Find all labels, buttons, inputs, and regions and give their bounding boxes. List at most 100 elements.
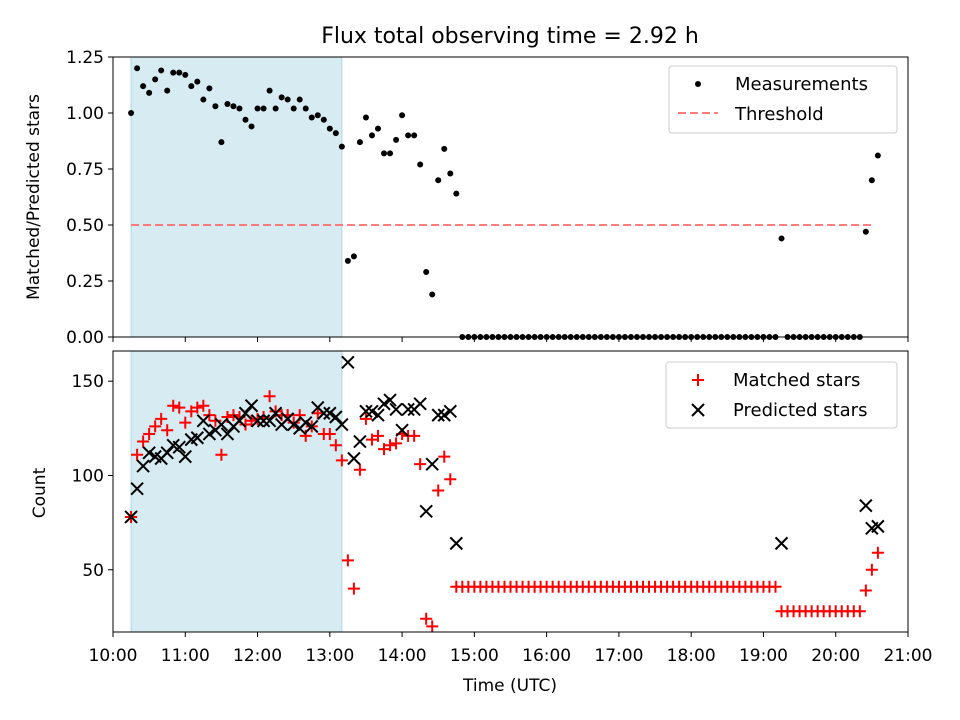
measurement-point bbox=[447, 170, 454, 177]
matched-star-point bbox=[173, 401, 186, 414]
bottom-legend-box bbox=[665, 361, 898, 429]
matched-star-point bbox=[347, 582, 360, 595]
predicted-star-point bbox=[347, 451, 361, 466]
matched-star-point bbox=[426, 620, 439, 633]
measurement-point bbox=[170, 69, 177, 76]
measurement-point bbox=[320, 116, 327, 123]
bottom-y-axis-label: Count bbox=[30, 467, 50, 518]
matched-star-point bbox=[408, 429, 421, 442]
legend-matched-label: Matched stars bbox=[733, 370, 860, 391]
predicted-star-point bbox=[299, 415, 313, 430]
measurement-point bbox=[140, 83, 147, 90]
measurement-point bbox=[441, 145, 448, 152]
top-legend-box bbox=[668, 65, 898, 134]
predicted-star-point bbox=[178, 449, 192, 464]
legend-matched-marker bbox=[692, 374, 704, 386]
x-tick-label: 16:00 bbox=[522, 646, 571, 666]
matched-star-point bbox=[185, 405, 198, 418]
x-tick-label: 11:00 bbox=[161, 646, 210, 666]
measurement-point bbox=[290, 105, 297, 112]
measurement-point bbox=[254, 105, 261, 112]
x-axis-label: Time (UTC) bbox=[462, 676, 557, 696]
top-y-tick-label: 0.75 bbox=[66, 160, 104, 180]
legend-measurements-label: Measurements bbox=[735, 74, 868, 95]
top-y-ticks: 0.00 0.25 0.50 0.75 1.00 1.25 bbox=[66, 48, 113, 348]
predicted-star-point bbox=[286, 417, 301, 432]
predicted-star-point bbox=[425, 457, 439, 471]
measurement-point bbox=[405, 132, 412, 139]
predicted-star-point bbox=[341, 355, 355, 370]
top-legend: Measurements Threshold bbox=[668, 65, 898, 134]
x-tick-label: 18:00 bbox=[667, 646, 716, 666]
predicted-star-point bbox=[250, 414, 265, 428]
measurement-point bbox=[778, 235, 785, 242]
predicted-star-point bbox=[353, 434, 367, 449]
matched-star-point bbox=[143, 427, 156, 440]
matched-star-point bbox=[137, 435, 150, 448]
measurement-point bbox=[368, 132, 375, 139]
matched-star-point bbox=[438, 450, 451, 463]
predicted-star-point bbox=[419, 504, 433, 519]
matched-star-point bbox=[365, 433, 378, 446]
measurement-point bbox=[375, 125, 381, 132]
measurement-point bbox=[868, 177, 875, 184]
predicted-star-point bbox=[395, 423, 409, 437]
matched-star-point bbox=[209, 414, 222, 427]
top-y-tick-label: 0.25 bbox=[66, 272, 104, 292]
predicted-star-point bbox=[859, 498, 873, 513]
measurement-point bbox=[134, 65, 141, 72]
predicted-star-point bbox=[437, 408, 451, 422]
predicted-star-point bbox=[136, 459, 150, 473]
measurement-point bbox=[423, 269, 430, 276]
predicted-star-point bbox=[323, 406, 337, 420]
predicted-star-point bbox=[196, 414, 211, 428]
matched-star-point bbox=[432, 484, 445, 497]
top-y-tick-label: 1.00 bbox=[66, 104, 104, 124]
measurement-point bbox=[128, 110, 135, 116]
x-tick-label: 12:00 bbox=[233, 646, 282, 666]
measurement-point bbox=[344, 257, 351, 264]
measurement-point bbox=[242, 116, 249, 123]
matched-star-point bbox=[191, 401, 204, 414]
measurement-point bbox=[188, 83, 195, 90]
top-y-tick-label: 1.25 bbox=[66, 48, 104, 68]
matched-star-point bbox=[378, 443, 391, 456]
predicted-star-point bbox=[268, 406, 283, 420]
measurement-point bbox=[164, 87, 171, 94]
measurement-point bbox=[314, 112, 321, 119]
predicted-star-point bbox=[329, 410, 343, 424]
ratio-panel: 0.00 0.25 0.50 0.75 1.00 1.25 Flux total obse… bbox=[24, 24, 909, 348]
predicted-star-point bbox=[371, 408, 385, 422]
matched-star-point bbox=[384, 439, 397, 452]
predicted-stars-points bbox=[124, 355, 885, 551]
matched-star-point bbox=[414, 458, 427, 471]
legend-threshold-label: Threshold bbox=[734, 104, 824, 125]
measurement-point bbox=[429, 291, 436, 298]
matched-star-point bbox=[335, 454, 348, 467]
measurement-point bbox=[308, 114, 315, 121]
measurement-point bbox=[206, 85, 213, 92]
measurement-point bbox=[874, 152, 881, 159]
predicted-star-point bbox=[774, 536, 789, 551]
predicted-star-point bbox=[262, 414, 277, 428]
bottom-y-ticks: 50 100 150 bbox=[72, 372, 113, 581]
measurement-point bbox=[387, 150, 394, 157]
observing-window-shade-bottom bbox=[130, 350, 343, 633]
matched-star-point bbox=[263, 390, 276, 403]
measurement-point bbox=[266, 87, 273, 94]
measurement-point bbox=[350, 253, 357, 260]
measurement-point bbox=[212, 103, 219, 110]
bottom-y-tick-label: 50 bbox=[82, 561, 104, 581]
predicted-star-point bbox=[220, 427, 235, 441]
measurement-point bbox=[158, 67, 165, 74]
matched-star-point bbox=[179, 416, 192, 429]
x-tick-label: 19:00 bbox=[739, 646, 788, 666]
matched-star-point bbox=[311, 407, 324, 420]
measurement-point bbox=[224, 101, 231, 108]
measurement-point bbox=[338, 143, 345, 150]
measurement-point bbox=[362, 114, 369, 121]
observing-window-shade bbox=[130, 56, 343, 338]
matched-star-point bbox=[341, 554, 354, 567]
